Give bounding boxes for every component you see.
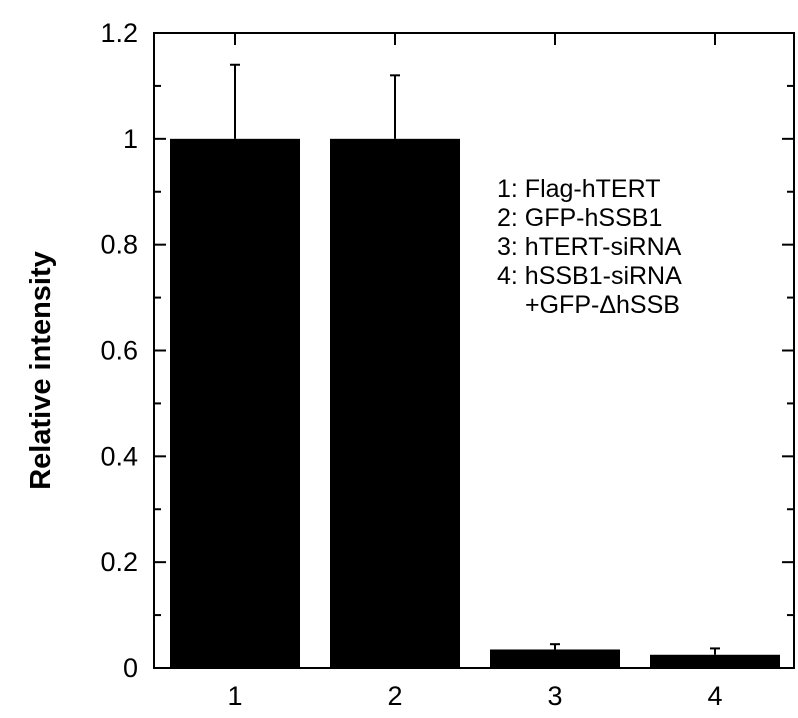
y-tick-label: 0.8 xyxy=(100,230,138,260)
x-tick-label-4: 4 xyxy=(707,681,722,711)
y-tick-label: 0.4 xyxy=(100,441,138,471)
bar-1 xyxy=(170,138,300,669)
x-tick-labels: 1 2 3 4 xyxy=(227,681,722,711)
error-bars xyxy=(230,63,720,655)
legend-entry: 1: Flag-hTERT xyxy=(497,175,660,203)
y-tick-label: 1.2 xyxy=(100,18,138,48)
y-tick-label: 0.2 xyxy=(100,547,138,577)
y-axis-label: Relative intensity xyxy=(25,251,57,490)
x-tick-label-3: 3 xyxy=(547,681,562,711)
legend-entry: 3: hTERT-siRNA xyxy=(497,233,682,261)
y-tick-label: 0.6 xyxy=(100,336,138,366)
x-axis-ticks xyxy=(234,33,716,45)
plot-frame xyxy=(153,32,795,669)
x-tick-label-1: 1 xyxy=(227,681,242,711)
legend-entry: +GFP-ΔhSSB xyxy=(525,291,680,319)
x-tick-label-2: 2 xyxy=(387,681,402,711)
y-tick-label: 1 xyxy=(123,124,138,154)
legend-entry: 4: hSSB1-siRNA xyxy=(497,262,682,290)
legend-entry: 2: GFP-hSSB1 xyxy=(497,204,662,232)
bar-3 xyxy=(490,649,620,668)
bar-4 xyxy=(650,654,780,668)
bar-2 xyxy=(330,138,460,669)
bars xyxy=(170,138,780,669)
y-tick-labels: 0 0.2 0.4 0.6 0.8 1 1.2 xyxy=(100,18,138,683)
y-tick-label: 0 xyxy=(123,653,138,683)
